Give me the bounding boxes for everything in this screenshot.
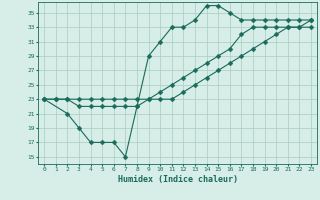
X-axis label: Humidex (Indice chaleur): Humidex (Indice chaleur) <box>118 175 238 184</box>
